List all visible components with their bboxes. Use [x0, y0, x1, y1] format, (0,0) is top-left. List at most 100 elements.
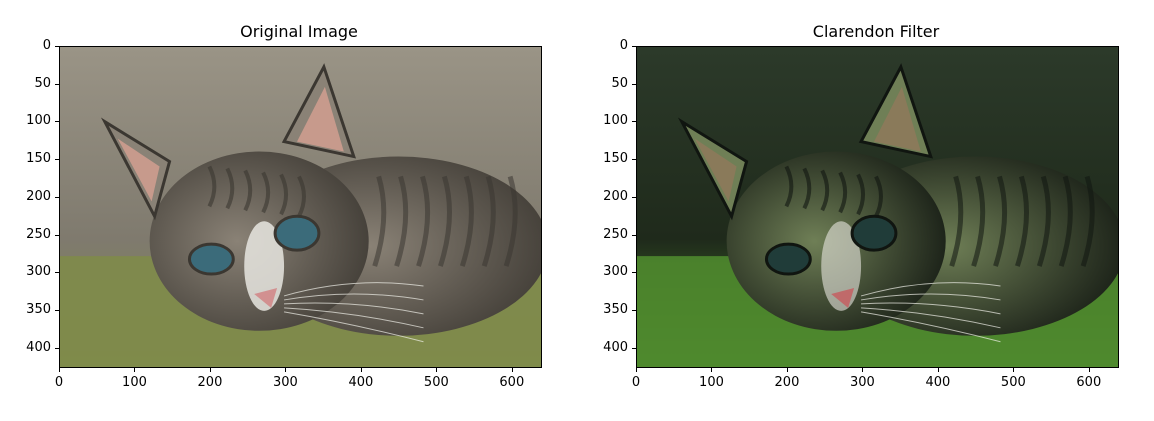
y-tick-mark — [55, 272, 59, 274]
x-tick-mark — [209, 368, 211, 372]
fur-stripe — [802, 167, 812, 210]
cat-image — [60, 47, 541, 367]
x-tick-mark — [862, 368, 864, 372]
y-tick-mark — [55, 159, 59, 161]
panel-clarendon: Clarendon Filter 0 50 100 150 200 250 300 350 40… — [577, 0, 1154, 421]
fur-stripe — [394, 175, 409, 267]
x-tick-label: 400 — [348, 375, 374, 390]
right-ear-inner — [874, 86, 921, 152]
fur-stripe — [438, 175, 452, 267]
y-tick-mark — [55, 347, 59, 349]
right-ear-inner — [297, 86, 344, 152]
y-tick-label: 400 — [26, 339, 51, 355]
y-tick-label: 300 — [26, 264, 51, 280]
fur-stripe — [416, 175, 431, 267]
y-tick-label: 0 — [42, 38, 51, 53]
whisker — [860, 311, 1001, 343]
x-tick-label: 100 — [699, 375, 724, 390]
fur-stripe — [838, 171, 848, 214]
fur-stripe — [243, 169, 253, 212]
x-tick-label: 200 — [197, 375, 223, 390]
y-tick-label: 250 — [26, 226, 51, 242]
left-ear-inner — [694, 138, 737, 202]
fur-stripe — [372, 175, 387, 267]
y-tick-mark — [632, 46, 636, 47]
fur-stripe — [481, 175, 496, 267]
y-tick-mark — [632, 159, 636, 161]
y-tick-label: 150 — [26, 151, 51, 167]
y-tick-mark — [632, 234, 636, 236]
nose — [254, 287, 278, 308]
panel-original: Original Image 0 50 100 150 200 250 300 350 400 0… — [26, 22, 542, 390]
x-tick-label: 300 — [272, 375, 298, 390]
x-tick-label: 500 — [1000, 375, 1026, 390]
cat-image — [637, 47, 1118, 367]
right-eye — [850, 214, 898, 252]
fur-stripe — [949, 175, 964, 267]
y-tick-mark — [632, 347, 636, 349]
x-tick-label: 100 — [122, 375, 147, 390]
whisker — [860, 282, 1001, 297]
left-eye — [764, 242, 812, 276]
x-tick-mark — [786, 368, 788, 372]
y-tick-mark — [55, 83, 59, 85]
whisker — [861, 307, 1001, 329]
y-tick-mark — [632, 121, 636, 123]
fur-stripe — [1036, 175, 1051, 267]
fur-stripe — [856, 173, 866, 216]
y-tick-label: 300 — [603, 264, 628, 280]
y-tick-label: 150 — [603, 151, 628, 167]
y-tick-mark — [632, 272, 636, 274]
whisker — [283, 282, 424, 297]
fur-stripe — [1015, 175, 1029, 267]
y-tick-label: 50 — [611, 75, 628, 91]
x-tick-mark — [937, 368, 939, 372]
y-tick-mark — [55, 121, 59, 123]
fur-stripe — [459, 175, 474, 267]
whisker — [861, 302, 1001, 315]
fur-stripe — [874, 175, 883, 218]
nose — [831, 287, 855, 308]
x-tick-mark — [1088, 368, 1090, 372]
x-tick-label: 600 — [499, 375, 525, 390]
image-axes — [59, 46, 542, 368]
x-tick-label: 400 — [925, 375, 951, 390]
whisker — [860, 293, 1001, 301]
x-tick-mark — [1013, 368, 1015, 372]
muzzle — [821, 221, 862, 311]
y-tick-label: 350 — [603, 301, 628, 317]
x-tick-label: 200 — [774, 375, 800, 390]
muzzle — [244, 221, 285, 311]
y-tick-label: 400 — [603, 339, 628, 355]
y-tick-mark — [55, 196, 59, 198]
right-eye — [273, 214, 321, 252]
fur-stripe — [784, 165, 794, 208]
y-tick-label: 100 — [603, 113, 628, 129]
y-tick-mark — [55, 46, 59, 47]
whisker — [284, 307, 424, 329]
y-tick-mark — [55, 234, 59, 236]
fur-stripe — [1080, 175, 1095, 267]
y-tick-label: 100 — [26, 113, 51, 129]
y-tick-label: 0 — [619, 38, 628, 53]
left-eye — [187, 242, 235, 276]
fur-stripe — [207, 165, 217, 208]
x-tick-mark — [59, 368, 60, 372]
whisker — [283, 311, 424, 343]
x-tick-label: 300 — [849, 375, 875, 390]
x-tick-mark — [360, 368, 362, 372]
y-tick-label: 50 — [34, 75, 51, 91]
x-tick-mark — [436, 368, 438, 372]
fur-stripe — [820, 169, 830, 212]
x-tick-mark — [636, 368, 637, 372]
fur-stripe — [225, 167, 235, 210]
whisker — [283, 293, 424, 301]
y-tick-label: 200 — [26, 188, 51, 204]
x-tick-mark — [511, 368, 513, 372]
y-tick-mark — [632, 309, 636, 311]
x-tick-mark — [711, 368, 713, 372]
whisker — [284, 302, 424, 315]
x-tick-mark — [134, 368, 136, 372]
x-tick-label: 600 — [1076, 375, 1102, 390]
panel-title: Clarendon Filter — [812, 22, 940, 41]
